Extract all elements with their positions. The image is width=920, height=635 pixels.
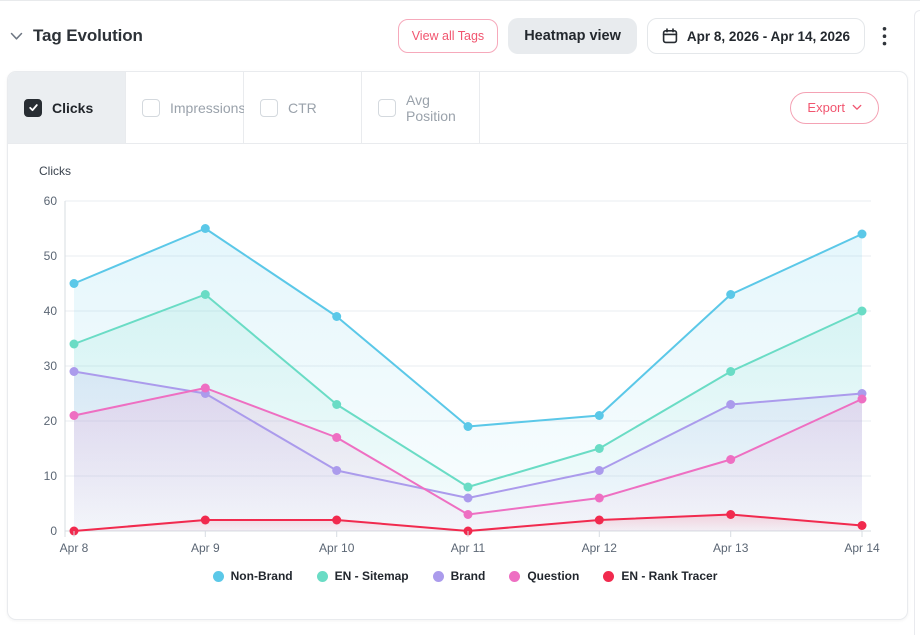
metric-tabs: Clicks Impressions CTR Avg Position Expo… — [8, 72, 907, 144]
legend-label: EN - Sitemap — [334, 569, 409, 583]
legend-item[interactable]: Brand — [432, 569, 486, 583]
checkbox-icon[interactable] — [24, 98, 42, 117]
chevron-down-icon[interactable] — [8, 30, 25, 43]
svg-text:40: 40 — [44, 304, 58, 318]
view-all-tags-button[interactable]: View all Tags — [397, 19, 499, 53]
svg-text:20: 20 — [44, 414, 58, 428]
tab-ctr[interactable]: CTR — [244, 72, 362, 143]
date-range-picker[interactable]: Apr 8, 2026 - Apr 14, 2026 — [646, 18, 865, 54]
svg-text:60: 60 — [44, 194, 58, 208]
legend-dot-icon — [212, 570, 224, 582]
tab-impressions[interactable]: Impressions — [126, 72, 246, 143]
svg-text:Apr 9: Apr 9 — [191, 541, 220, 555]
export-button[interactable]: Export — [790, 91, 879, 124]
checkmark-icon — [28, 104, 38, 112]
section-header: Tag Evolution View all Tags Heatmap view… — [0, 1, 920, 71]
tab-label: Clicks — [52, 99, 94, 116]
header-left: Tag Evolution — [8, 26, 143, 46]
kebab-menu-button[interactable] — [879, 22, 890, 51]
legend-dot-icon — [316, 570, 328, 582]
legend-dot-icon — [432, 570, 444, 582]
legend-dot-icon — [603, 570, 615, 582]
date-range-label: Apr 8, 2026 - Apr 14, 2026 — [686, 28, 850, 44]
adjacent-panel-edge — [914, 10, 920, 635]
svg-text:Apr 13: Apr 13 — [713, 541, 749, 555]
checkbox-icon[interactable] — [142, 98, 160, 117]
tab-avg-position[interactable]: Avg Position — [362, 72, 480, 143]
tag-evolution-card: Clicks Impressions CTR Avg Position Expo… — [7, 71, 908, 620]
svg-text:Apr 10: Apr 10 — [319, 541, 355, 555]
y-axis-title: Clicks — [39, 164, 71, 178]
header-actions: View all Tags Heatmap view Apr 8, 2026 -… — [397, 18, 890, 54]
legend-label: Brand — [450, 569, 486, 583]
checkbox-icon[interactable] — [378, 98, 396, 117]
svg-text:50: 50 — [44, 249, 58, 263]
calendar-icon — [662, 28, 678, 44]
checkbox-icon[interactable] — [260, 98, 278, 117]
svg-text:Apr 12: Apr 12 — [582, 541, 618, 555]
legend-item[interactable]: EN - Rank Tracer — [603, 569, 717, 583]
legend-item[interactable]: EN - Sitemap — [316, 569, 409, 583]
svg-text:Apr 14: Apr 14 — [844, 541, 880, 555]
tab-label: CTR — [288, 99, 317, 116]
svg-text:Apr 11: Apr 11 — [451, 541, 486, 555]
chevron-down-icon — [852, 104, 862, 110]
legend-item[interactable]: Non-Brand — [212, 569, 293, 583]
tab-label: Impressions — [170, 99, 246, 116]
kebab-menu-icon — [882, 26, 887, 45]
legend-label: EN - Rank Tracer — [621, 569, 718, 583]
legend-dot-icon — [509, 570, 521, 582]
legend-label: Question — [527, 569, 580, 583]
svg-text:10: 10 — [44, 469, 58, 483]
svg-text:30: 30 — [44, 359, 58, 373]
chart-section: Clicks 0 10 20 30 40 50 60 Apr 8 Apr 9 Apr 10 Apr … — [8, 164, 907, 586]
line-chart-svg: 0 10 20 30 40 50 60 Apr 8 Apr 9 Apr 10 Apr 11 Apr 1… — [44, 194, 880, 555]
export-label: Export — [807, 100, 845, 115]
line-chart[interactable]: 0 10 20 30 40 50 60 Apr 8 Apr 9 Apr 10 Apr 11 Apr 1… — [21, 186, 907, 564]
heatmap-view-button[interactable]: Heatmap view — [508, 18, 637, 54]
legend-item[interactable]: Question — [509, 569, 579, 583]
svg-text:0: 0 — [50, 524, 57, 538]
legend-label: Non-Brand — [230, 569, 293, 583]
tab-label: Avg Position — [406, 91, 456, 124]
svg-text:Apr 8: Apr 8 — [60, 541, 89, 555]
tab-clicks[interactable]: Clicks — [8, 72, 126, 143]
page-title: Tag Evolution — [33, 26, 143, 45]
chart-legend: Non-Brand EN - Sitemap Brand Question EN - R… — [21, 566, 907, 586]
